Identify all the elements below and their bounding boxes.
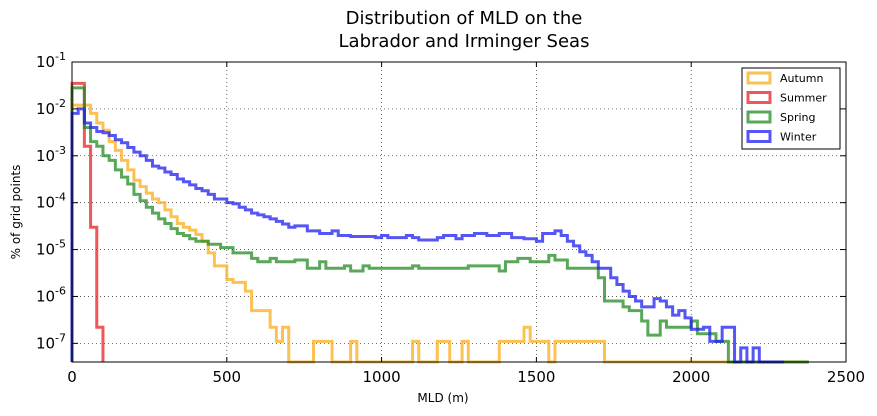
y-tick-label: 10-6 [36,284,66,305]
legend: Autumn Summer Spring Winter [741,67,841,150]
y-axis: 10-7 10-6 10-5 10-4 10-3 10-2 10-1 [36,50,846,352]
y-tick-label: 10-7 [36,331,66,352]
series-summer [70,81,105,362]
x-axis-label: MLD (m) [417,391,468,405]
gridlines [71,61,847,362]
x-tick-label: 500 [212,368,241,386]
y-tick-label: 10-1 [36,50,66,71]
chart-title-line: Labrador and Irminger Seas [339,31,590,52]
x-axis: 0 500 1000 1500 2000 2500 [67,62,865,386]
plot-frame [71,61,847,363]
legend-swatch [746,130,772,143]
x-tick-label: 2000 [672,368,710,386]
y-tick-label: 10-3 [36,144,66,165]
y-tick-label: 10-4 [36,191,66,212]
series-spring [70,86,809,364]
plot-series [70,81,809,364]
x-tick-label: 1000 [363,368,401,386]
legend-swatch [746,110,772,124]
x-tick-label: 1500 [517,368,555,386]
legend-swatch [746,91,772,104]
legend-label: Spring [780,111,816,124]
legend-label: Winter [780,131,817,144]
chart-title: Distribution of MLD on the Labrador and I… [339,8,590,52]
series-winter [70,107,785,364]
legend-label: Summer [780,92,827,105]
x-tick-label: 0 [67,368,77,386]
legend-label: Autumn [780,72,823,85]
x-tick-label: 2500 [827,368,865,386]
legend-swatch [746,71,772,85]
y-axis-label: % of grid points [9,165,23,260]
chart-title-line: Distribution of MLD on the [346,8,583,29]
y-tick-label: 10-5 [36,238,66,259]
y-tick-label: 10-2 [36,97,66,118]
